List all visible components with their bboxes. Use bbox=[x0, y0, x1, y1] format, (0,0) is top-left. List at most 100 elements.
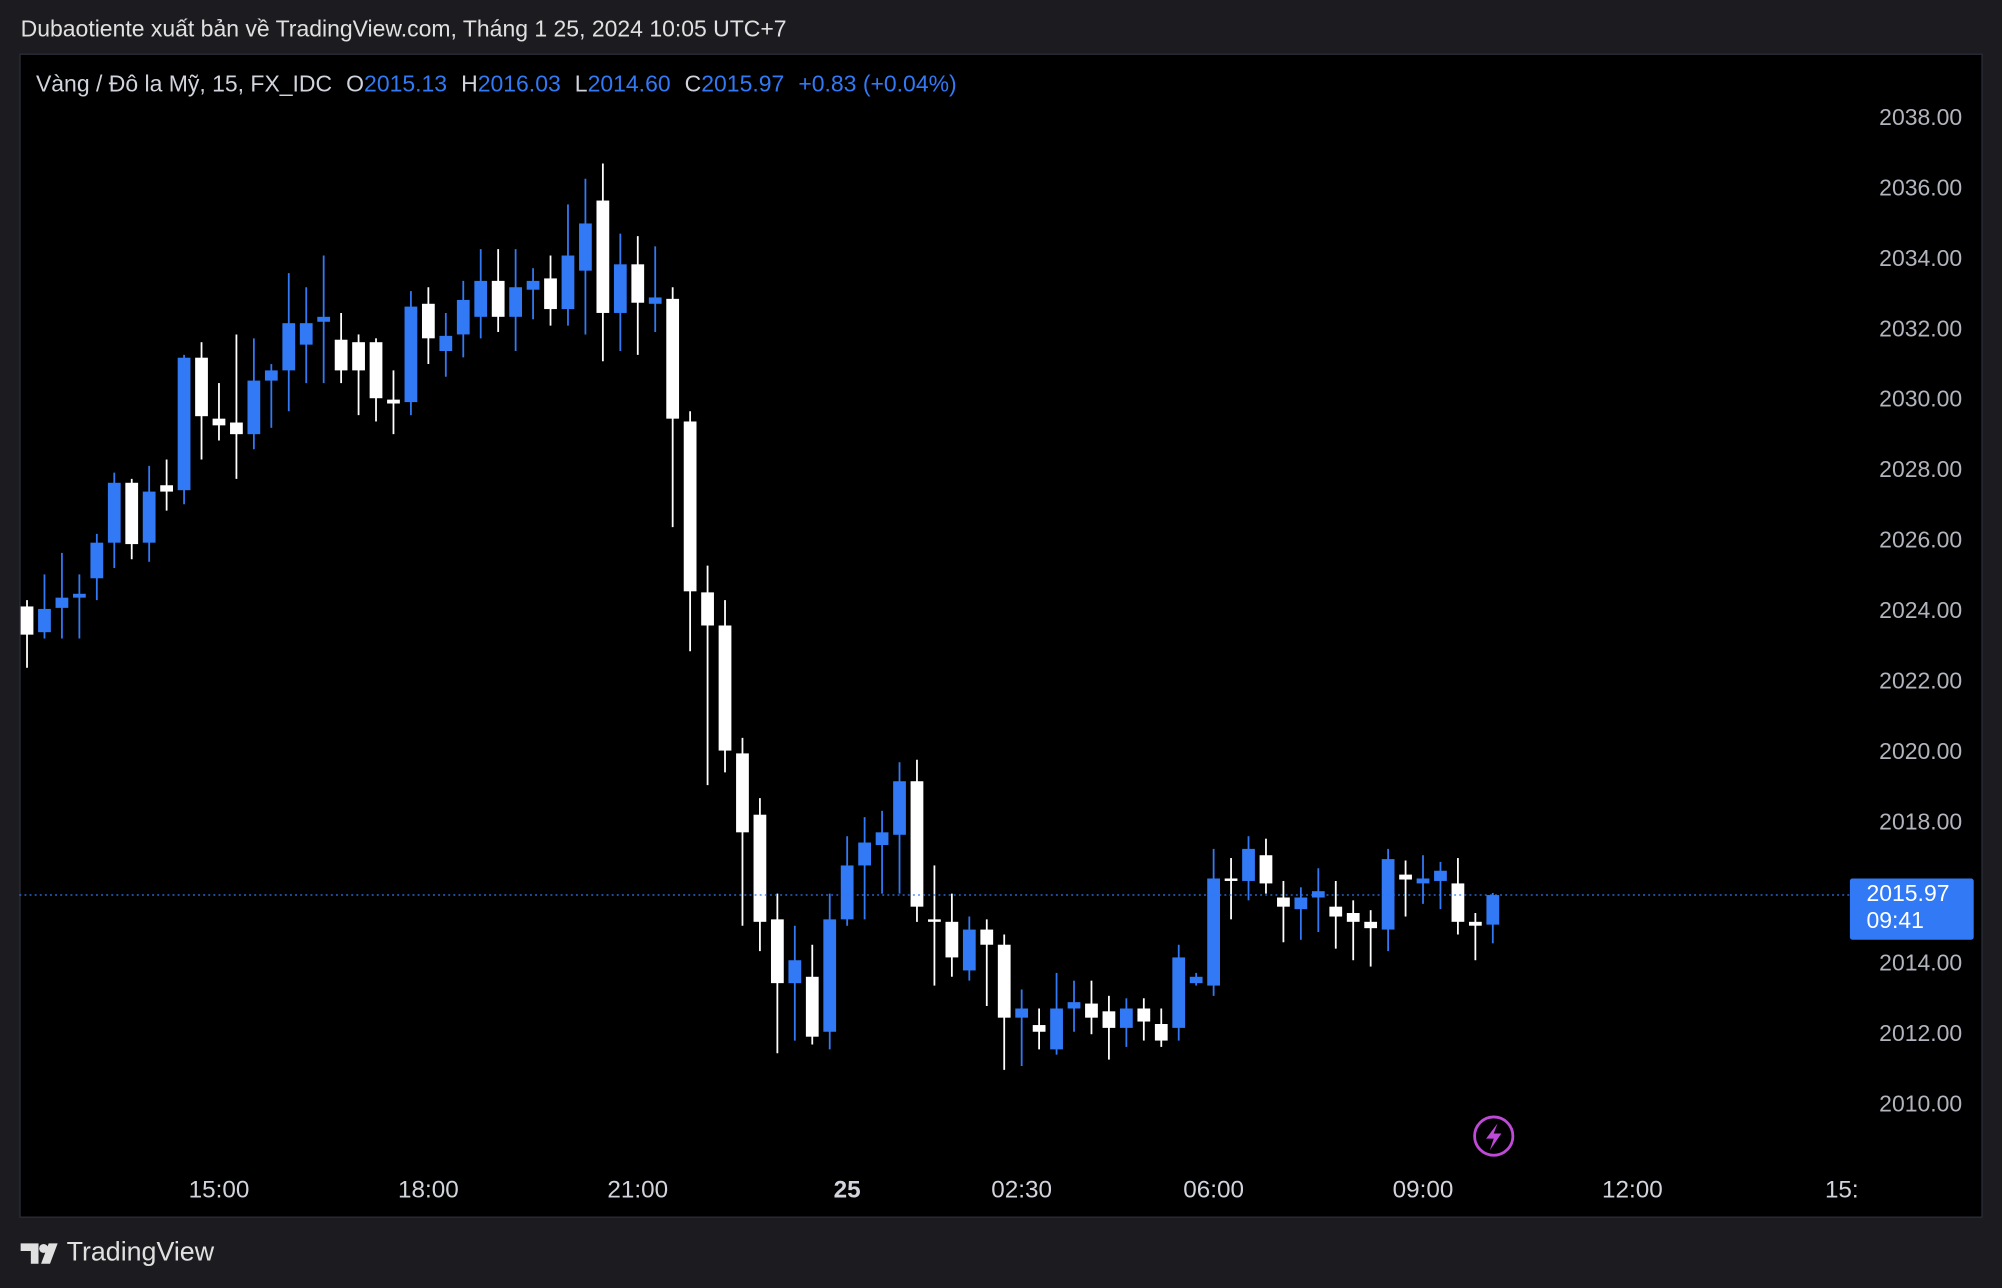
candle-body bbox=[1032, 1025, 1046, 1032]
candle-body bbox=[177, 357, 191, 491]
candle-body bbox=[142, 491, 156, 543]
candle-body bbox=[1015, 1008, 1029, 1018]
candle-body bbox=[439, 335, 453, 352]
ohlc-label: O bbox=[346, 71, 364, 97]
candle-body bbox=[1434, 870, 1447, 881]
candle-body bbox=[1259, 855, 1273, 884]
x-tick-label: 12:00 bbox=[1602, 1176, 1663, 1203]
candle-body bbox=[1224, 878, 1238, 881]
candle-body bbox=[212, 418, 226, 426]
change: +0.83 (+0.04%) bbox=[798, 71, 956, 97]
candle-body bbox=[1381, 859, 1395, 930]
candle-body bbox=[875, 832, 889, 846]
candle-body bbox=[893, 781, 906, 835]
y-tick-label: 2012.00 bbox=[1879, 1020, 1962, 1046]
ohlc-label: H bbox=[461, 71, 478, 97]
candle-body bbox=[648, 297, 662, 304]
candle-body bbox=[509, 287, 523, 317]
candle-body bbox=[840, 865, 854, 920]
candle-body bbox=[1416, 878, 1430, 884]
candle-body bbox=[1242, 848, 1255, 881]
candle-body bbox=[160, 485, 174, 492]
price-label-box bbox=[1849, 878, 1974, 940]
candle-body bbox=[264, 370, 278, 381]
candle-body bbox=[666, 298, 680, 419]
candle-body bbox=[1468, 921, 1482, 926]
y-tick-label: 2026.00 bbox=[1879, 527, 1962, 553]
candle-body bbox=[788, 960, 802, 984]
candle-body bbox=[491, 280, 505, 317]
candle-body bbox=[195, 357, 208, 417]
candle-body bbox=[230, 422, 243, 435]
candle-body bbox=[805, 976, 819, 1037]
candle-body bbox=[1067, 1002, 1081, 1009]
candle-body bbox=[1137, 1008, 1151, 1022]
candle-body bbox=[1085, 1003, 1098, 1018]
candle-body bbox=[770, 919, 784, 984]
candle-body bbox=[1119, 1008, 1133, 1028]
candle-body bbox=[1364, 921, 1378, 929]
candle-body bbox=[474, 280, 488, 317]
legend: Vàng / Đô la Mỹ, 15, FX_IDC O2015.13 H20… bbox=[36, 71, 957, 97]
y-tick-label: 2030.00 bbox=[1879, 386, 1962, 412]
ohlc-value: 2016.03 bbox=[478, 71, 561, 97]
candle-body bbox=[1050, 1008, 1063, 1050]
candle-body bbox=[387, 399, 400, 404]
y-tick-label: 2028.00 bbox=[1879, 456, 1962, 482]
x-tick-label: 21:00 bbox=[607, 1176, 668, 1203]
candle-body bbox=[1329, 906, 1343, 917]
candle-body bbox=[1154, 1024, 1168, 1041]
chart-panel bbox=[19, 53, 1983, 1218]
ohlc-value: 2015.97 bbox=[701, 71, 784, 97]
candle-body bbox=[526, 280, 540, 290]
candle-body bbox=[683, 421, 697, 592]
candle-body bbox=[544, 278, 557, 310]
candle-body bbox=[55, 597, 69, 608]
candle-body bbox=[718, 625, 732, 751]
candle-body bbox=[1346, 913, 1360, 922]
candle-body bbox=[910, 781, 924, 907]
symbol: Vàng / Đô la Mỹ, 15, FX_IDC bbox=[36, 71, 332, 97]
x-tick-label: 06:00 bbox=[1183, 1176, 1244, 1203]
candle-body bbox=[299, 323, 313, 345]
candle-body bbox=[1294, 897, 1308, 910]
candle-body bbox=[352, 342, 365, 371]
x-tick-label: 15: bbox=[1825, 1176, 1859, 1203]
candle-body bbox=[1311, 891, 1325, 898]
y-tick-label: 2024.00 bbox=[1879, 597, 1962, 623]
candle-body bbox=[1102, 1011, 1116, 1028]
candle-body bbox=[962, 929, 976, 971]
price-label: 2015.97 bbox=[1866, 880, 1949, 906]
candle-body bbox=[823, 919, 837, 1032]
y-tick-label: 2020.00 bbox=[1879, 738, 1962, 764]
ohlc-label: L bbox=[575, 71, 588, 97]
candle-body bbox=[631, 264, 645, 303]
lightning-icon[interactable] bbox=[1473, 1115, 1515, 1157]
candle-body bbox=[1277, 897, 1290, 907]
y-tick-label: 2034.00 bbox=[1879, 245, 1962, 271]
x-tick-label: 18:00 bbox=[398, 1176, 459, 1203]
y-tick-label: 2022.00 bbox=[1879, 668, 1962, 694]
candle-body bbox=[247, 380, 261, 435]
candle-body bbox=[945, 921, 959, 958]
candle-body bbox=[1207, 878, 1220, 986]
candle-body bbox=[125, 482, 139, 545]
ohlc-value: 2014.60 bbox=[588, 71, 671, 97]
candle-body bbox=[38, 608, 51, 633]
candle-body bbox=[613, 264, 627, 313]
candle-body bbox=[858, 842, 872, 866]
y-tick-label: 2018.00 bbox=[1879, 809, 1962, 835]
y-tick-label: 2010.00 bbox=[1879, 1090, 1962, 1116]
candle-body bbox=[997, 944, 1011, 1018]
y-tick-label: 2038.00 bbox=[1879, 104, 1962, 130]
candle-body bbox=[334, 339, 348, 371]
candle-body bbox=[107, 482, 121, 543]
x-tick-label: 09:00 bbox=[1393, 1176, 1454, 1203]
candle-body bbox=[1486, 895, 1500, 925]
candle-body bbox=[317, 316, 331, 322]
ohlc-label: C bbox=[685, 71, 702, 97]
candles bbox=[20, 163, 1500, 1070]
candle-body bbox=[369, 342, 383, 399]
